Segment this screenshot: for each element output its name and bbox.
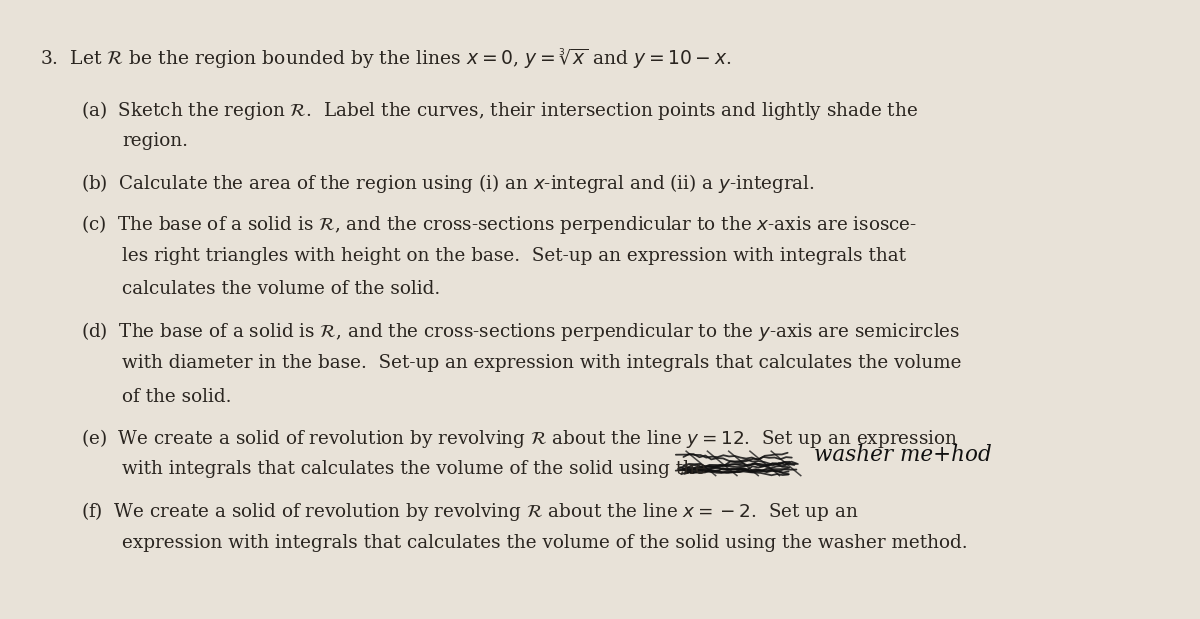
Text: with diameter in the base.  Set-up an expression with integrals that calculates : with diameter in the base. Set-up an exp…	[122, 354, 962, 372]
Text: expression with integrals that calculates the volume of the solid using the wash: expression with integrals that calculate…	[122, 534, 968, 552]
Text: calculates the volume of the solid.: calculates the volume of the solid.	[122, 280, 440, 298]
Text: (f)  We create a solid of revolution by revolving $\mathcal{R}$ about the line $: (f) We create a solid of revolution by r…	[80, 500, 858, 523]
Text: (a)  Sketch the region $\mathcal{R}$.  Label the curves, their intersection poin: (a) Sketch the region $\mathcal{R}$. Lab…	[80, 99, 918, 122]
Text: 3.  Let $\mathcal{R}$ be the region bounded by the lines $x = 0$, $y = \sqrt[3]{: 3. Let $\mathcal{R}$ be the region bound…	[40, 47, 731, 71]
Text: (e)  We create a solid of revolution by revolving $\mathcal{R}$ about the line $: (e) We create a solid of revolution by r…	[80, 426, 958, 450]
Text: les right triangles with height on the base.  Set-up an expression with integral: les right triangles with height on the b…	[122, 246, 906, 264]
Text: (b)  Calculate the area of the region using (i) an $x$-integral and (ii) a $y$-i: (b) Calculate the area of the region usi…	[80, 172, 815, 195]
Text: of the solid.: of the solid.	[122, 387, 232, 405]
Text: with integrals that calculates the volume of the solid using the: with integrals that calculates the volum…	[122, 461, 707, 478]
Text: (d)  The base of a solid is $\mathcal{R}$, and the cross-sections perpendicular : (d) The base of a solid is $\mathcal{R}$…	[80, 321, 960, 344]
Text: washer me+hod: washer me+hod	[814, 444, 991, 466]
Text: (c)  The base of a solid is $\mathcal{R}$, and the cross-sections perpendicular : (c) The base of a solid is $\mathcal{R}$…	[80, 213, 917, 236]
Text: region.: region.	[122, 132, 188, 150]
